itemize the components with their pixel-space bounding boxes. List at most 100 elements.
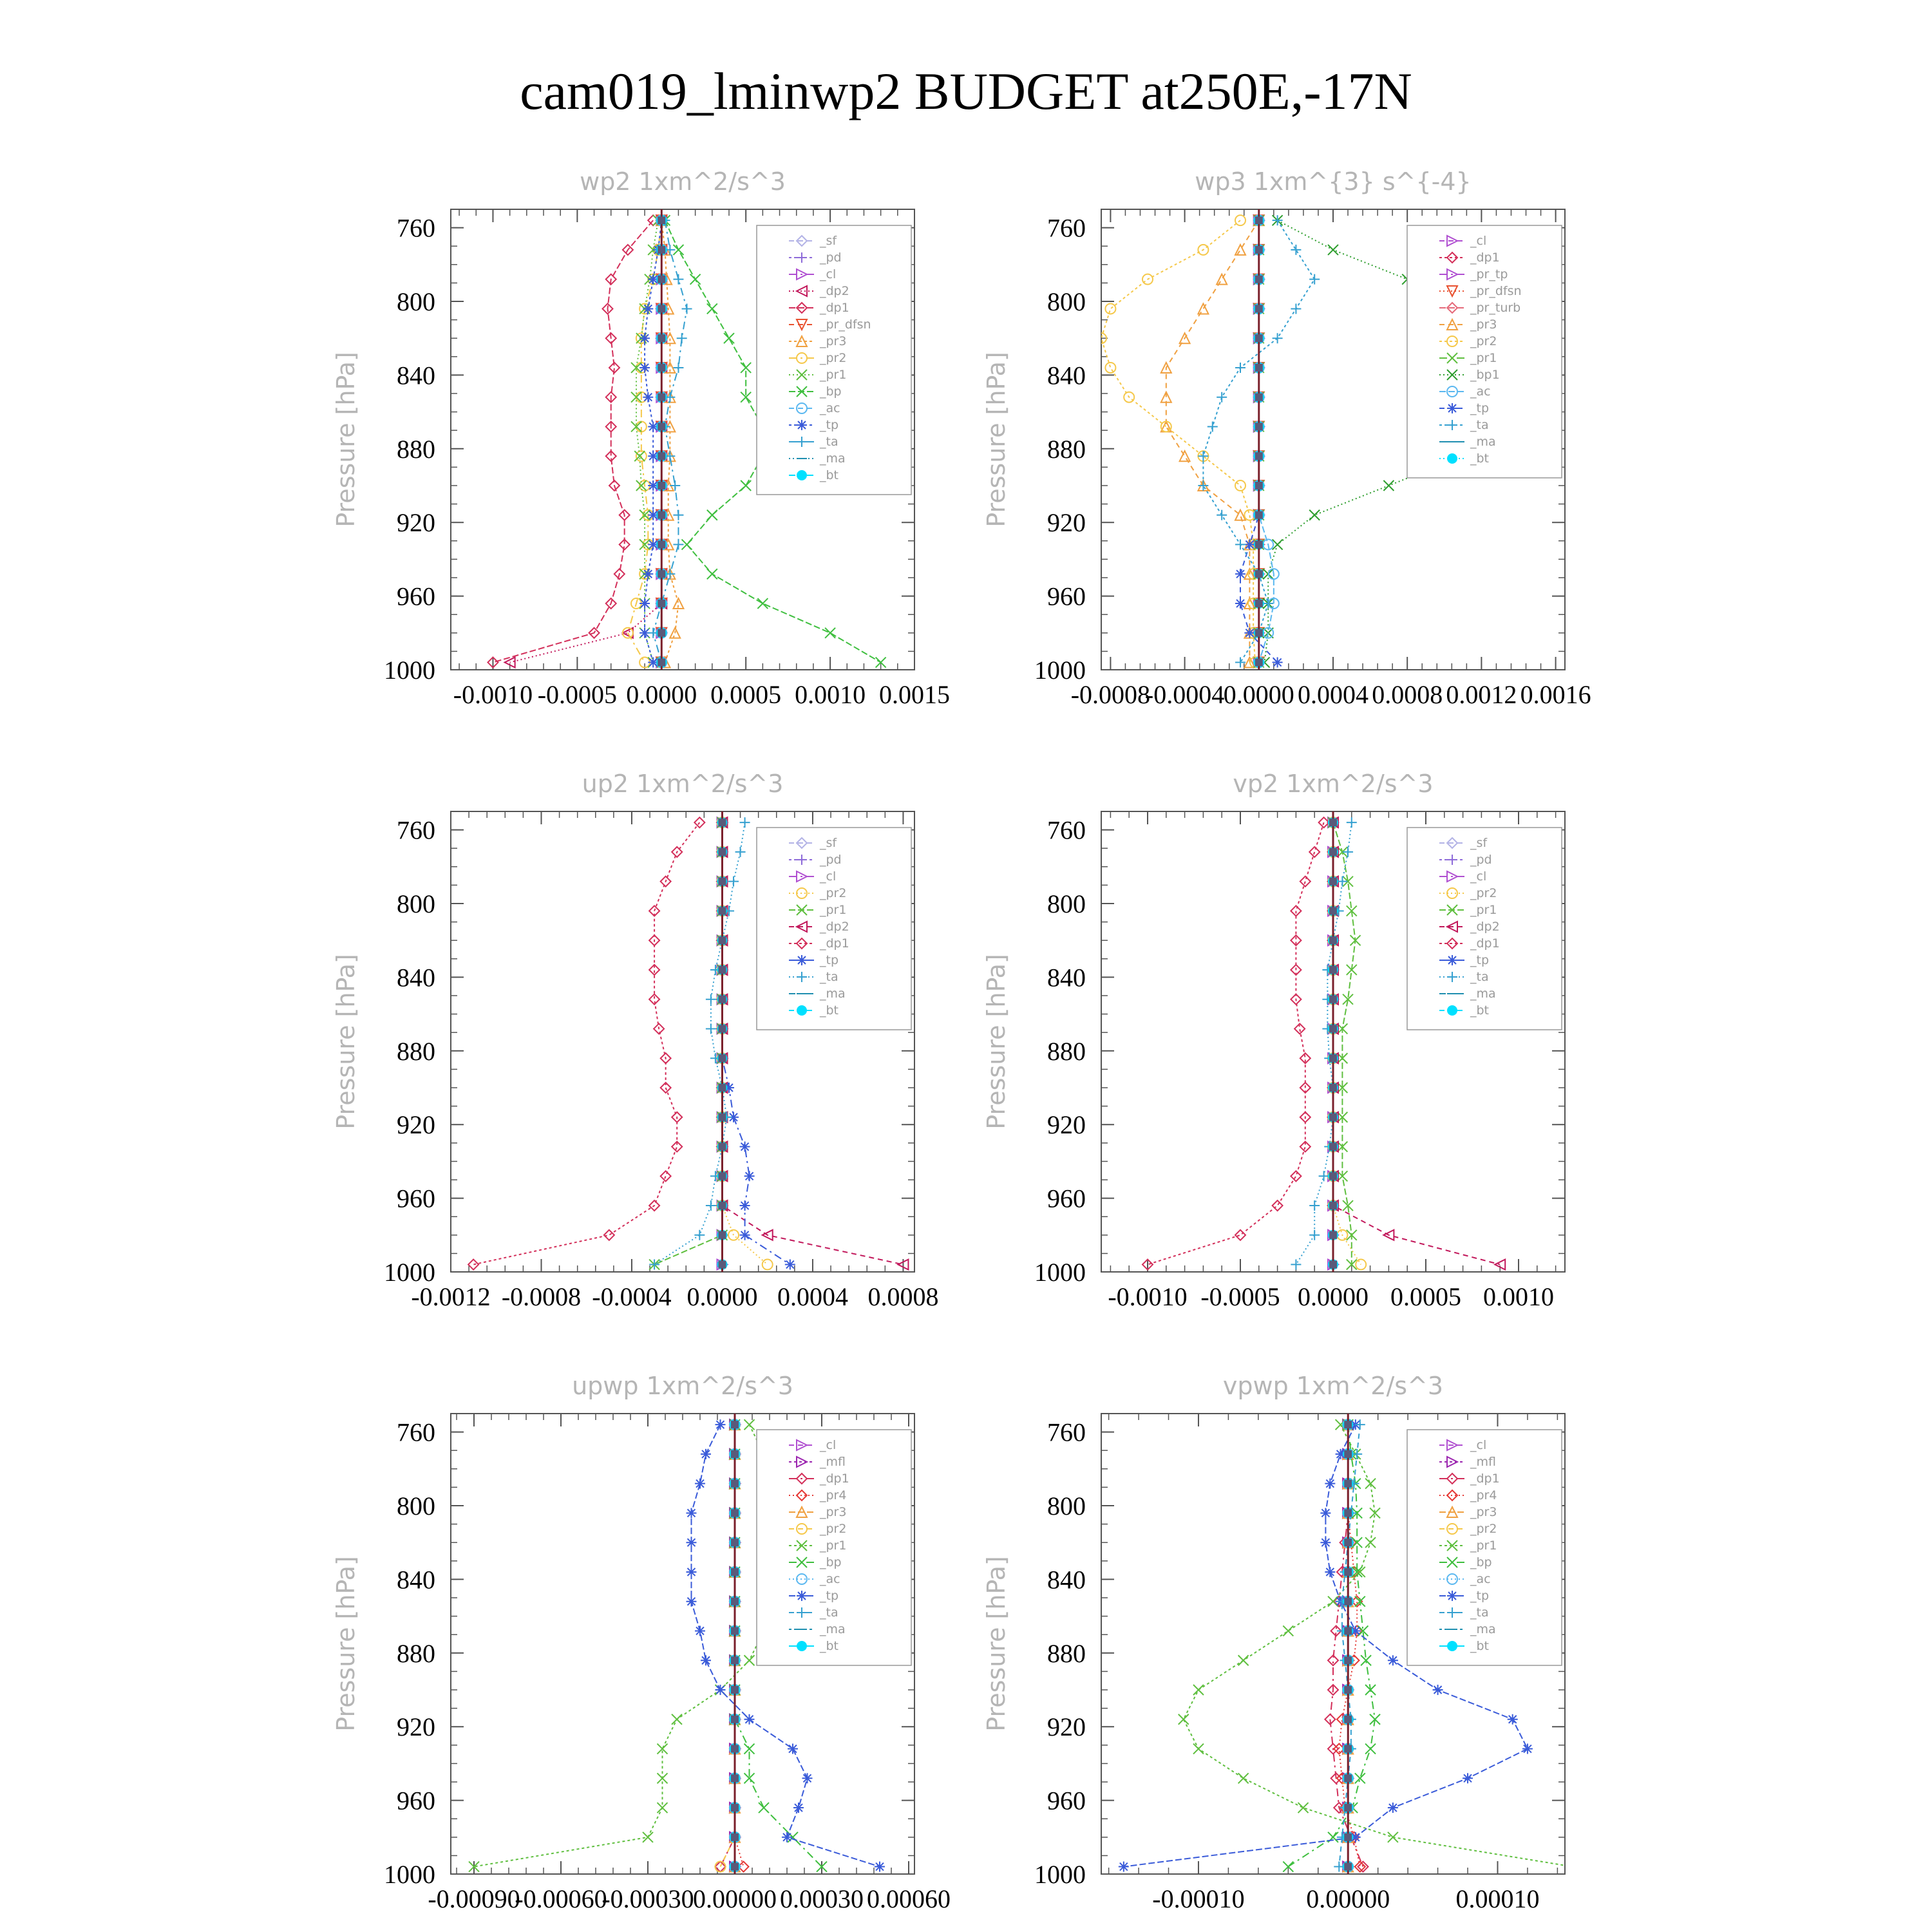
- data-point-_ta: [673, 362, 684, 373]
- data-point-_pr2: [714, 1861, 726, 1873]
- legend-box: [1406, 827, 1562, 1030]
- legend-label-_pr1: _pr1: [819, 1539, 846, 1553]
- legend-marker: [1446, 887, 1458, 899]
- data-point-_pr1: [1336, 1052, 1349, 1064]
- legend-label-_ta: _ta: [1470, 1605, 1489, 1620]
- data-point-_pr1: [1342, 994, 1354, 1005]
- legend-label-_pr1: _pr1: [1470, 1539, 1497, 1553]
- data-point-_bp: [1369, 1714, 1381, 1725]
- data-point-_ta: [676, 333, 687, 344]
- data-point-_tp: [744, 1714, 755, 1725]
- data-point-_dp1: [693, 816, 706, 829]
- data-point-_tp: [639, 627, 650, 638]
- data-point-_dp1: [487, 656, 499, 668]
- legend-label-_dp1: _dp1: [819, 1472, 849, 1486]
- data-point-_ta: [1235, 657, 1245, 668]
- data-point-_tp: [648, 421, 659, 432]
- data-point-_bp1: [1327, 244, 1339, 256]
- data-point-_pr1: [1237, 1654, 1249, 1666]
- panel-5: upwp 1xm^2/s^3 Pressure [hPa] 760 800 840 880…: [332, 1372, 951, 1913]
- data-point-_bp: [1351, 1537, 1363, 1548]
- data-point-_dp1: [1323, 1713, 1336, 1726]
- zero-profile-marker: [1255, 393, 1263, 401]
- series-line-_ta: [1338, 1425, 1361, 1867]
- data-point-_pr3: [1234, 243, 1247, 256]
- data-point-_tp: [739, 1229, 750, 1240]
- y-tick-label: 960: [397, 1184, 435, 1213]
- legend-label-_ma: _ma: [1470, 435, 1496, 449]
- legend-marker: [796, 870, 809, 883]
- legend-label-_pr2: _pr2: [1470, 1522, 1497, 1536]
- legend-marker: [1447, 420, 1457, 430]
- plot-frame: [450, 209, 915, 670]
- data-point-_dp1: [1299, 1141, 1312, 1153]
- legend-label-_pr3: _pr3: [1470, 317, 1497, 332]
- legend-label-_bt: _bt: [819, 468, 838, 482]
- data-point-_pr3: [672, 596, 685, 610]
- legend-marker: [797, 470, 807, 480]
- legend-label-_bt: _bt: [819, 1003, 838, 1018]
- y-tick-label: 840: [1047, 361, 1086, 390]
- y-tick-label: 760: [1047, 816, 1086, 845]
- legend-marker: [795, 837, 808, 849]
- series-line-_pr3: [1165, 220, 1260, 663]
- data-point-_dp1: [605, 597, 618, 610]
- zero-profile-marker: [1344, 1567, 1352, 1576]
- legend-label-_pr1: _pr1: [819, 368, 846, 382]
- legend-marker: [1446, 1505, 1459, 1518]
- data-point-_ta: [649, 1259, 660, 1270]
- legend-marker: [796, 352, 808, 364]
- zero-profile-marker: [1255, 658, 1263, 667]
- x-tick-label: 0.0008: [867, 1282, 938, 1311]
- legend-marker: [795, 285, 808, 298]
- data-point-_tp: [1320, 1537, 1331, 1548]
- legend-label-_bt: _bt: [1470, 1003, 1489, 1018]
- legend-marker: [1446, 904, 1458, 916]
- legend-label-_pr2: _pr2: [819, 1522, 846, 1536]
- legend-marker: [796, 268, 809, 281]
- y-tick-label: 960: [397, 1786, 435, 1815]
- legend-label-_ta: _ta: [1470, 418, 1489, 432]
- zero-profile-marker: [718, 965, 726, 974]
- data-point-_tp: [648, 451, 659, 462]
- data-point-_bp: [1365, 1743, 1376, 1755]
- legend-label-_pr3: _pr3: [819, 334, 846, 348]
- data-point-_pr1: [634, 450, 645, 462]
- zero-profile-marker: [718, 1054, 726, 1063]
- y-tick-label: 760: [1047, 1418, 1086, 1447]
- plot-frame: [1101, 1413, 1566, 1875]
- data-point-_dp1: [1327, 1654, 1340, 1667]
- panel-6: vpwp 1xm^2/s^3 Pressure [hPa] 760 800 840 880…: [982, 1372, 1566, 1913]
- legend-marker: [797, 972, 807, 982]
- zero-profile-marker: [1344, 1862, 1352, 1871]
- data-point-_tp: [1387, 1655, 1398, 1666]
- data-point-_bp1: [1271, 538, 1283, 551]
- zero-profile-marker: [1255, 305, 1263, 313]
- zero-profile-marker: [731, 1745, 739, 1753]
- zero-profile-marker: [718, 1084, 726, 1092]
- legend-label-_pr_tp: _pr_tp: [1470, 267, 1508, 281]
- x-tick-label: 0.0015: [879, 680, 950, 709]
- data-point-_tp: [793, 1803, 804, 1814]
- zero-profile-marker: [1255, 600, 1263, 608]
- data-point-_tp: [715, 1419, 726, 1430]
- panel-4: vp2 1xm^2/s^3 Pressure [hPa] 760 800 840 880 9…: [982, 770, 1566, 1311]
- data-point-_tp: [744, 1171, 755, 1182]
- data-point-_tp: [639, 333, 650, 344]
- data-point-_ta: [1337, 876, 1348, 887]
- legend-marker: [1446, 301, 1459, 314]
- legend-box: [1406, 225, 1562, 478]
- legend-label-_dp1: _dp1: [1470, 936, 1500, 951]
- series-line-_tp: [644, 220, 663, 663]
- data-point-_pr1: [1346, 1258, 1358, 1271]
- legend-label-_ma: _ma: [1470, 1622, 1496, 1636]
- legend-marker: [1446, 837, 1459, 849]
- zero-profile-marker: [718, 936, 726, 945]
- legend-label-_bt: _bt: [1470, 1639, 1489, 1653]
- data-point-_tp: [648, 539, 659, 550]
- legend-marker: [796, 904, 808, 916]
- data-point-_pr1: [1365, 1477, 1376, 1490]
- x-tick-label: 0.0016: [1520, 680, 1591, 709]
- x-tick-label: -0.00090: [428, 1884, 520, 1913]
